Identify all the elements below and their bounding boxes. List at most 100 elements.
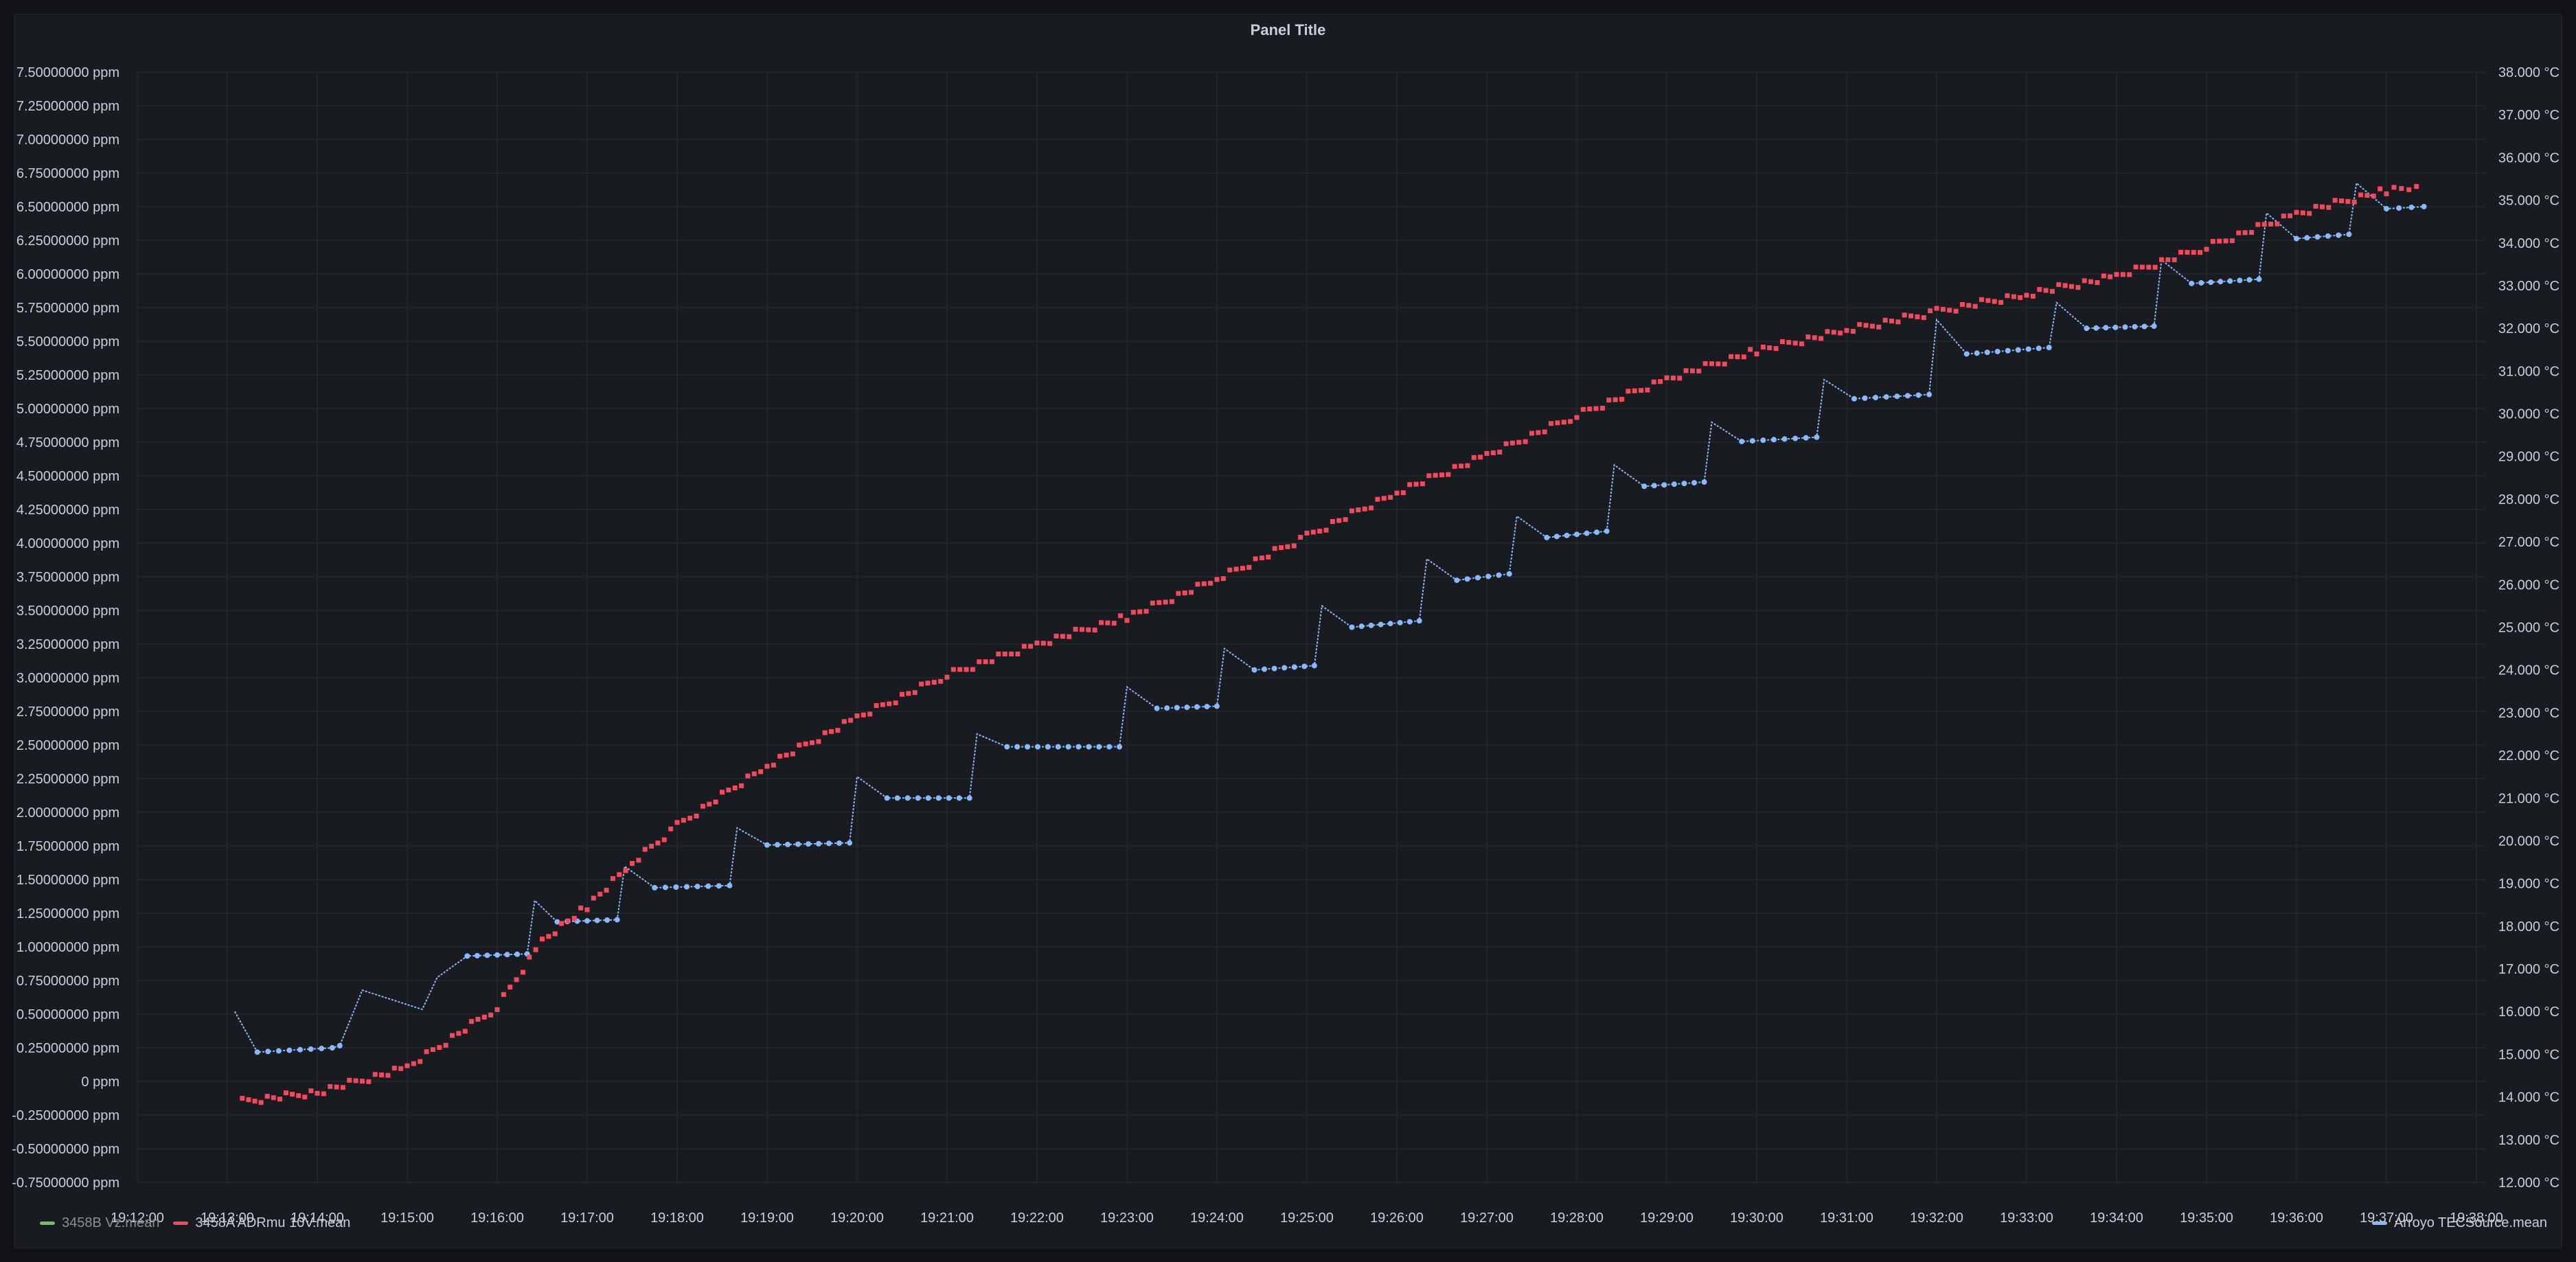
left-tick-label: 0.75000000 ppm — [16, 974, 119, 989]
x-tick-label: 19:21:00 — [920, 1211, 974, 1226]
legend-left: 3458B Vz.mean 3458A ADRmu 10V.mean — [40, 1215, 364, 1231]
series-point-arroyo — [894, 795, 900, 801]
series-point-adrmu — [1857, 322, 1862, 328]
series-point-arroyo — [716, 883, 722, 889]
series-point-arroyo — [904, 795, 911, 801]
series-point-adrmu — [2268, 221, 2274, 227]
left-tick-label: 1.25000000 ppm — [16, 906, 119, 921]
series-point-adrmu — [1285, 544, 1290, 549]
series-point-adrmu — [1523, 439, 1528, 444]
legend-item-green[interactable]: 3458B Vz.mean — [40, 1215, 159, 1231]
series-point-arroyo — [1416, 618, 1422, 624]
series-point-adrmu — [1779, 339, 1785, 345]
series-point-adrmu — [1426, 473, 1432, 479]
legend-right: Arroyo TECSource.mean — [2371, 1215, 2547, 1231]
series-point-arroyo — [727, 882, 733, 888]
left-tick-label: 4.50000000 ppm — [16, 469, 119, 484]
right-tick-label: 33.000 °C — [2498, 279, 2560, 294]
series-point-arroyo — [464, 953, 470, 959]
left-tick-label: 2.00000000 ppm — [16, 805, 119, 821]
right-tick-label: 20.000 °C — [2498, 834, 2560, 849]
series-point-adrmu — [887, 701, 892, 707]
series-point-arroyo — [925, 795, 931, 801]
series-point-arroyo — [1349, 624, 1355, 630]
series-point-adrmu — [1253, 556, 1258, 562]
series-point-adrmu — [2384, 191, 2389, 196]
series-point-adrmu — [1722, 361, 1727, 367]
right-tick-label: 34.000 °C — [2498, 236, 2560, 251]
series-point-adrmu — [2101, 273, 2106, 279]
series-point-adrmu — [1516, 439, 1522, 445]
series-point-adrmu — [597, 891, 603, 897]
series-point-adrmu — [277, 1097, 282, 1102]
series-point-adrmu — [1015, 651, 1021, 656]
left-tick-label: 7.25000000 ppm — [16, 99, 119, 114]
series-point-adrmu — [2399, 186, 2404, 192]
series-point-arroyo — [1106, 744, 1113, 750]
series-point-adrmu — [1626, 389, 1631, 394]
series-point-arroyo — [2421, 203, 2427, 209]
series-point-arroyo — [286, 1047, 293, 1053]
series-point-adrmu — [1002, 652, 1007, 656]
series-point-adrmu — [565, 918, 571, 923]
series-point-adrmu — [1310, 529, 1316, 535]
series-point-adrmu — [2005, 293, 2010, 299]
left-tick-label: -0.50000000 ppm — [12, 1142, 119, 1157]
series-point-arroyo — [2384, 206, 2389, 212]
left-tick-label: 4.00000000 ppm — [16, 536, 119, 551]
series-point-arroyo — [1661, 482, 1667, 488]
legend-item-blue[interactable]: Arroyo TECSource.mean — [2371, 1215, 2547, 1231]
series-point-adrmu — [996, 652, 1001, 657]
series-point-adrmu — [604, 888, 609, 893]
series-point-adrmu — [264, 1094, 270, 1099]
series-point-arroyo — [504, 952, 510, 958]
series-point-adrmu — [1375, 496, 1380, 502]
series-point-adrmu — [1863, 323, 1869, 328]
series-point-adrmu — [732, 785, 738, 790]
panel-title[interactable]: Panel Title — [1250, 21, 1326, 38]
series-point-adrmu — [906, 691, 911, 696]
series-point-adrmu — [2011, 294, 2016, 299]
series-point-adrmu — [246, 1097, 251, 1103]
series-point-adrmu — [681, 818, 686, 823]
series-point-adrmu — [418, 1059, 423, 1064]
series-point-adrmu — [668, 826, 674, 831]
series-point-adrmu — [385, 1072, 391, 1078]
series-point-adrmu — [2326, 205, 2332, 210]
series-point-adrmu — [1279, 545, 1284, 551]
legend-item-red[interactable]: 3458A ADRmu 10V.mean — [173, 1215, 350, 1231]
left-tick-label: 7.00000000 ppm — [16, 133, 119, 148]
series-point-adrmu — [1593, 406, 1599, 411]
series-point-adrmu — [777, 753, 783, 759]
series-point-arroyo — [2346, 231, 2352, 238]
series-point-arroyo — [1387, 621, 1393, 627]
series-point-adrmu — [2127, 272, 2132, 277]
series-point-adrmu — [1683, 368, 1689, 374]
series-point-arroyo — [1025, 744, 1031, 750]
series-point-adrmu — [469, 1019, 475, 1024]
series-point-adrmu — [2294, 209, 2299, 215]
x-tick-label: 19:26:00 — [1370, 1211, 1424, 1226]
series-point-arroyo — [2046, 345, 2052, 351]
series-point-arroyo — [684, 884, 690, 890]
series-point-adrmu — [411, 1061, 416, 1066]
series-point-adrmu — [2249, 230, 2254, 235]
series-point-arroyo — [1096, 744, 1102, 750]
x-tick-label: 19:29:00 — [1640, 1211, 1694, 1226]
series-point-arroyo — [1281, 665, 1288, 671]
series-point-adrmu — [1497, 449, 1503, 455]
series-point-adrmu — [2371, 193, 2376, 198]
series-point-arroyo — [1651, 483, 1657, 489]
series-point-adrmu — [1323, 527, 1329, 533]
x-tick-label: 19:32:00 — [1910, 1211, 1963, 1226]
series-point-adrmu — [508, 985, 513, 990]
series-point-arroyo — [705, 883, 711, 889]
series-point-adrmu — [1009, 651, 1014, 656]
series-point-arroyo — [1251, 667, 1257, 673]
series-point-adrmu — [1201, 581, 1207, 586]
series-point-adrmu — [829, 728, 834, 734]
series-point-adrmu — [1895, 319, 1901, 325]
series-point-arroyo — [1814, 434, 1820, 440]
series-point-adrmu — [2030, 293, 2036, 299]
series-point-arroyo — [1760, 437, 1766, 444]
